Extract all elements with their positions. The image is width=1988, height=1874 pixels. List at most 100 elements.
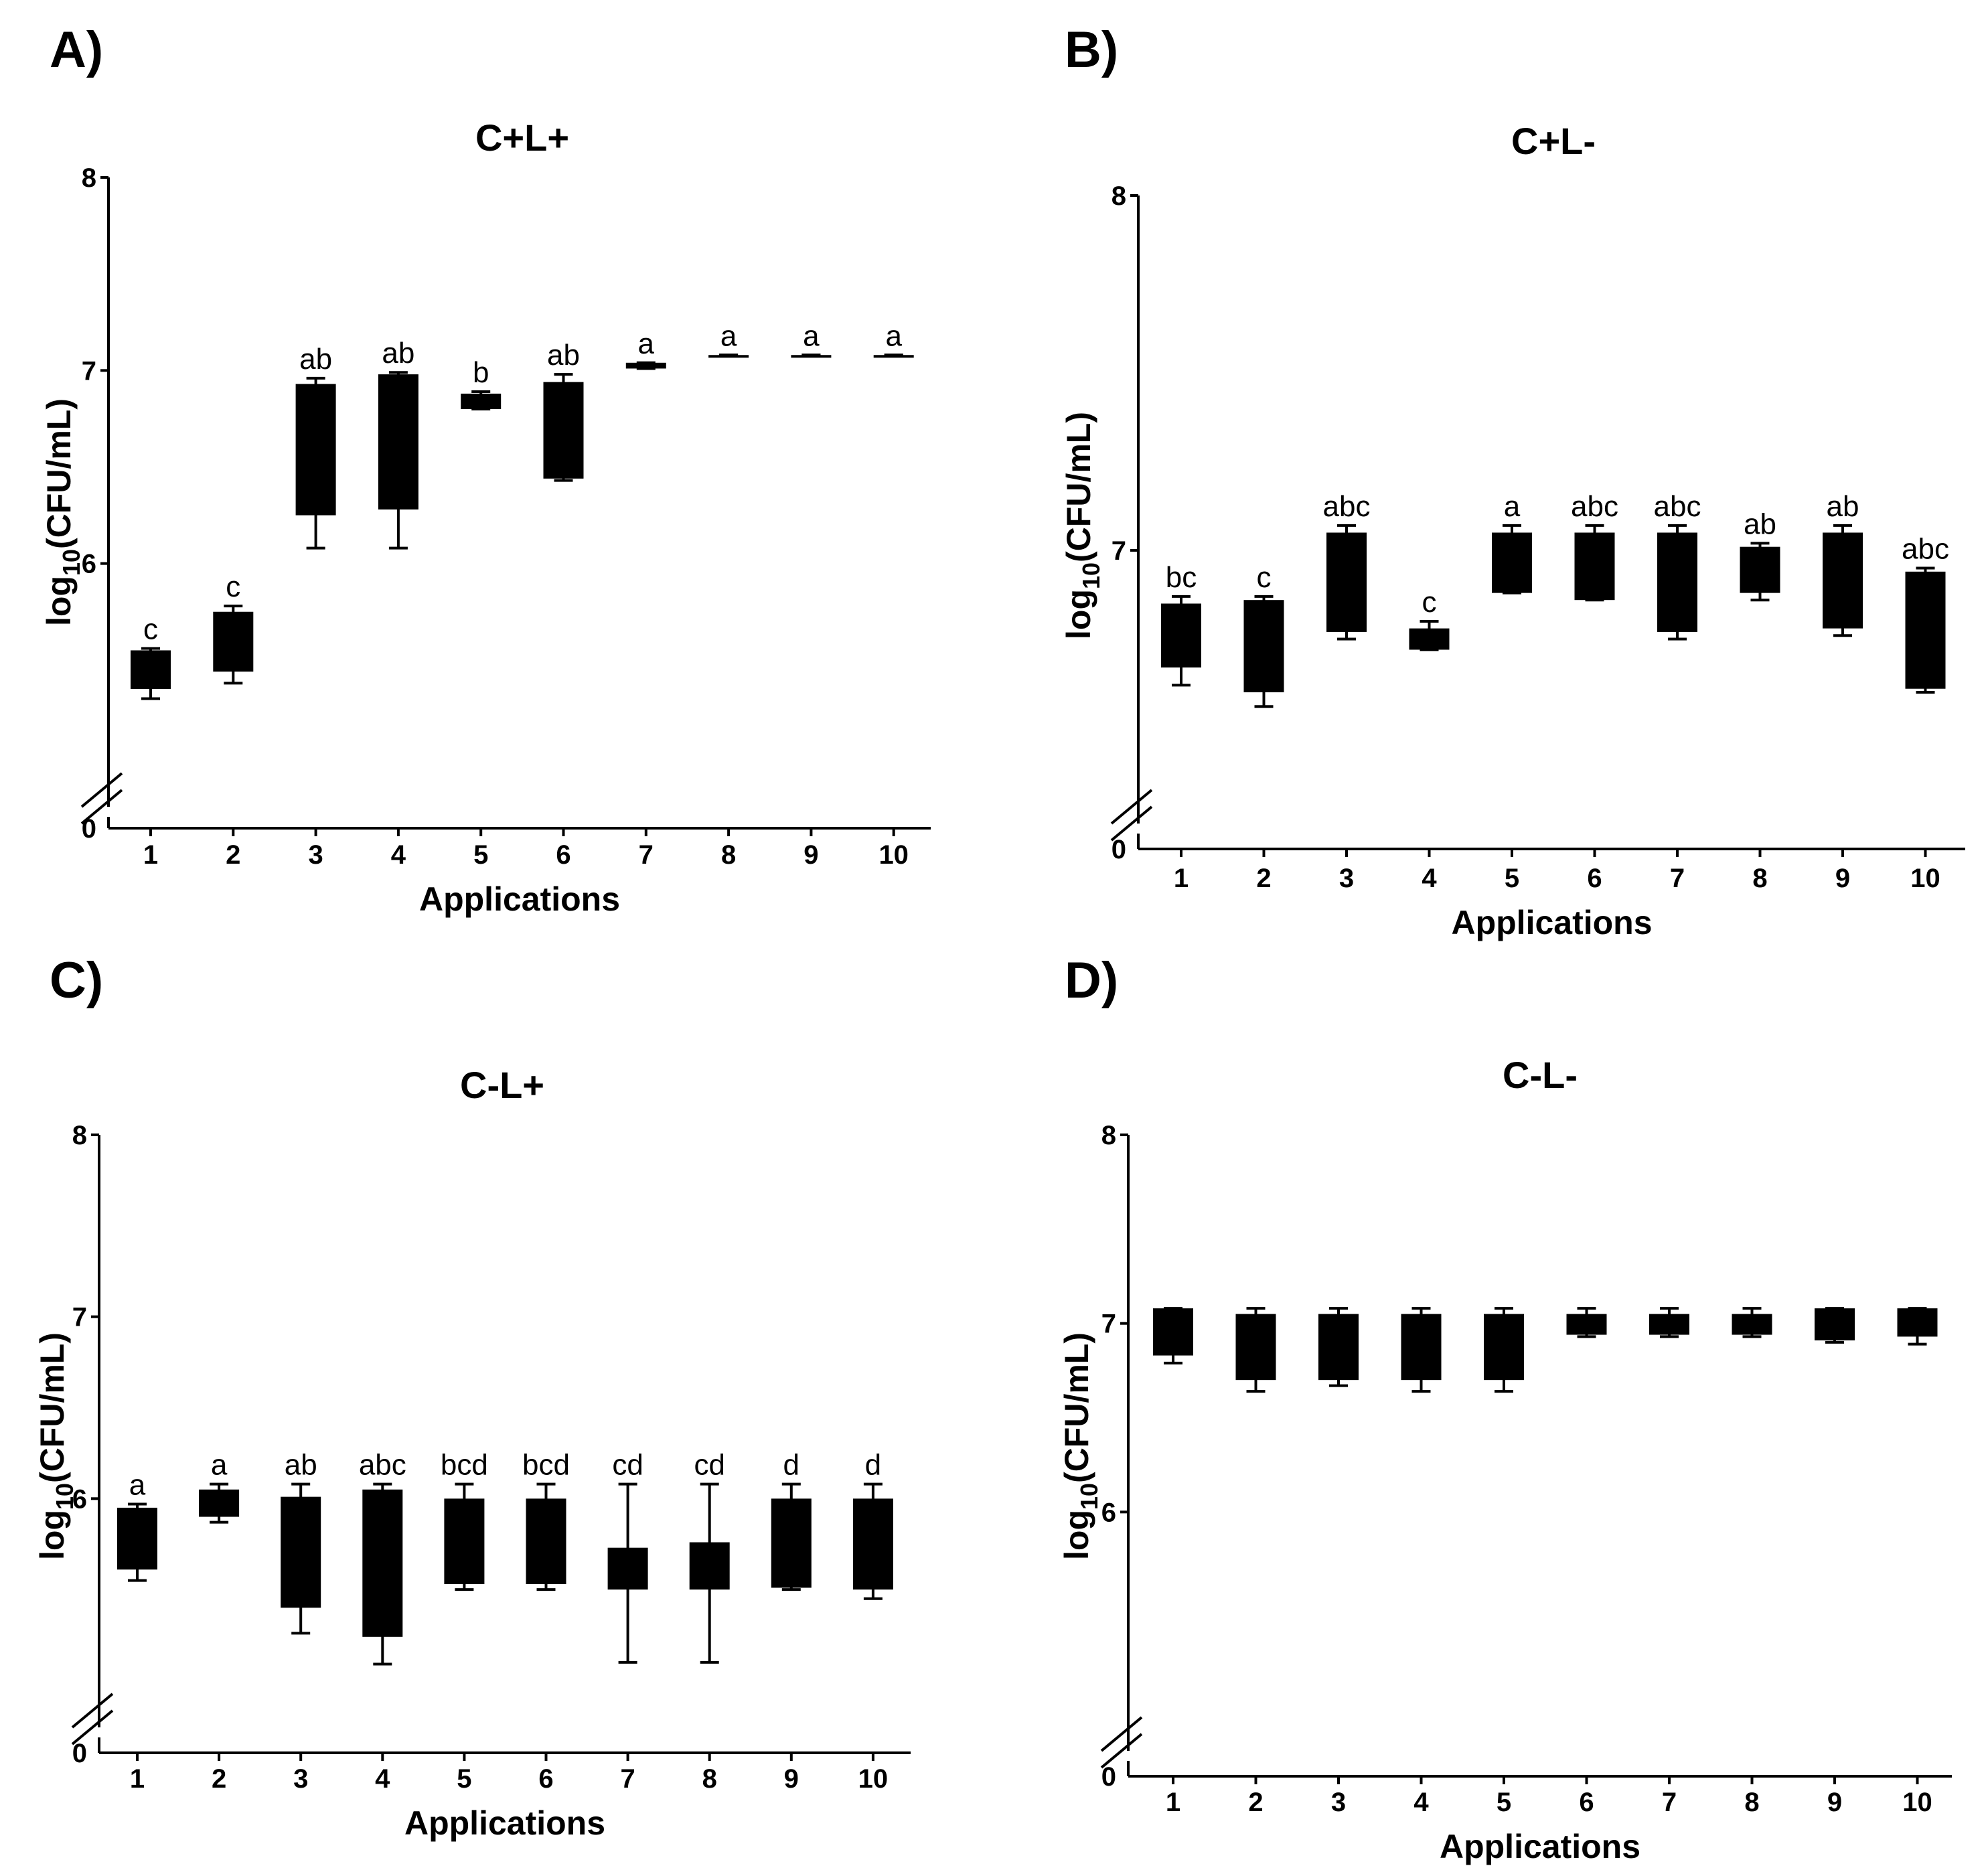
box-1 [1153,1308,1193,1356]
x-tick-label: 9 [1827,1788,1842,1817]
y-tick-label: 7 [82,356,96,386]
axis-break-mark [1110,789,1153,825]
y-axis-title: log10(CFU/mL) [1060,412,1105,639]
y-tick-label: 0 [1112,835,1126,864]
plot-area-c: 0 6 7 8 1 2 3 4 5 6 7 8 9 10 Applications log10(CFU/mL)… [33,1121,911,1842]
box-1 [117,1507,157,1570]
x-tick-label: 6 [538,1764,553,1794]
x-tick-label: 6 [1587,864,1602,893]
x-tick-label: 1 [130,1764,145,1794]
plot-area-d: 0 6 7 8 1 2 3 4 5 6 7 8 9 10 Applications log10(CFU/mL) [1058,1121,1952,1865]
x-tick-label: 4 [375,1764,390,1794]
x-tick-label: 6 [556,840,570,870]
panel-d: D) C-L- 0 6 7 8 1 2 3 4 5 6 7 8 9 10 Applications log10… [1058,952,1952,1865]
y-tick-label: 7 [1112,536,1126,566]
box-4 [378,374,418,510]
y-axis-title: log10(CFU/mL) [1058,1332,1103,1560]
box-3 [295,384,336,516]
x-tick-label: 4 [391,840,406,870]
x-tick-label: 9 [804,840,818,870]
panel-title-c: C-L+ [460,1064,544,1106]
x-tick-label: 5 [473,840,488,870]
x-axis-title: Applications [404,1804,605,1842]
x-tick-label: 7 [639,840,654,870]
box-8 [1732,1314,1772,1335]
box-3 [1318,1314,1359,1381]
x-tick-label: 3 [1331,1788,1346,1817]
box-10 [873,355,914,358]
x-tick-label: 2 [212,1764,226,1794]
box-1 [1161,603,1201,668]
x-tick-label: 1 [143,840,158,870]
box-5 [1484,1314,1524,1381]
box-6 [526,1498,566,1585]
significance-label: ab [547,339,580,372]
box-8 [1740,546,1780,593]
box-10 [1905,571,1946,689]
x-tick-label: 2 [1248,1788,1263,1817]
box-2 [213,611,254,672]
y-tick-label: 0 [1101,1762,1116,1792]
box-5 [444,1498,485,1585]
y-tick-label: 7 [72,1303,87,1332]
panel-a: A) C+L+ 0 6 7 8 1 2 3 4 5 6 7 8 9 10 Applications log10… [40,21,931,918]
x-tick-label: 7 [620,1764,635,1794]
panel-title-d: C-L- [1503,1054,1578,1096]
significance-label: a [211,1449,228,1482]
box-4 [1409,628,1450,650]
significance-label: abc [359,1449,406,1482]
box-5 [461,393,502,409]
axis-break-mark [1100,1716,1143,1752]
significance-label: abc [1654,490,1701,523]
significance-label: bcd [522,1449,570,1482]
x-tick-label: 7 [1662,1788,1677,1817]
axis-break-mark [80,772,123,808]
box-2 [199,1489,240,1517]
box-7 [607,1547,648,1590]
significance-label: ab [1827,490,1859,523]
panel-b: B) C+L- 0 7 8 1 2 3 4 5 6 7 8 9 10 Applications log10(… [1060,21,1965,941]
x-tick-label: 4 [1422,864,1437,893]
plot-area-b: 0 7 8 1 2 3 4 5 6 7 8 9 10 Applications log10(CFU/mL) b… [1060,181,1965,941]
significance-label: ab [1744,507,1776,540]
x-tick-label: 3 [308,840,323,870]
box-4 [1401,1314,1442,1381]
x-tick-label: 6 [1579,1788,1594,1817]
significance-label: ab [382,337,414,370]
y-tick-label: 7 [1101,1310,1116,1339]
box-8 [708,355,749,358]
y-tick-label: 8 [72,1121,87,1150]
y-tick-label: 6 [82,550,96,579]
axis-break-mark [80,789,123,825]
x-tick-label: 2 [226,840,240,870]
x-tick-label: 10 [878,840,909,870]
panel-title-b: C+L- [1511,120,1596,162]
box-6 [543,382,584,479]
y-tick-label: 6 [72,1484,87,1514]
significance-label: c [143,613,158,646]
x-tick-label: 9 [1835,864,1850,893]
box-6 [1574,532,1615,601]
x-tick-label: 8 [1744,1788,1759,1817]
x-tick-label: 3 [1339,864,1354,893]
x-axis-title: Applications [1451,904,1652,941]
box-7 [625,362,666,369]
significance-label: a [803,319,820,352]
significance-label: a [1504,490,1521,523]
x-tick-label: 5 [1505,864,1519,893]
x-tick-label: 7 [1670,864,1685,893]
significance-label: a [885,319,902,352]
y-tick-label: 8 [1101,1121,1116,1150]
panel-letter-d: D) [1065,952,1118,1009]
x-tick-label: 4 [1413,1788,1429,1817]
box-2 [1235,1314,1276,1381]
box-9 [771,1498,812,1588]
axis-break-mark [1100,1733,1143,1769]
box-9 [1815,1308,1855,1341]
y-axis-title: log10(CFU/mL) [40,398,85,626]
x-tick-label: 9 [784,1764,799,1794]
axis-break-mark [1110,805,1153,842]
x-tick-label: 8 [1752,864,1767,893]
significance-label: bc [1166,561,1197,594]
